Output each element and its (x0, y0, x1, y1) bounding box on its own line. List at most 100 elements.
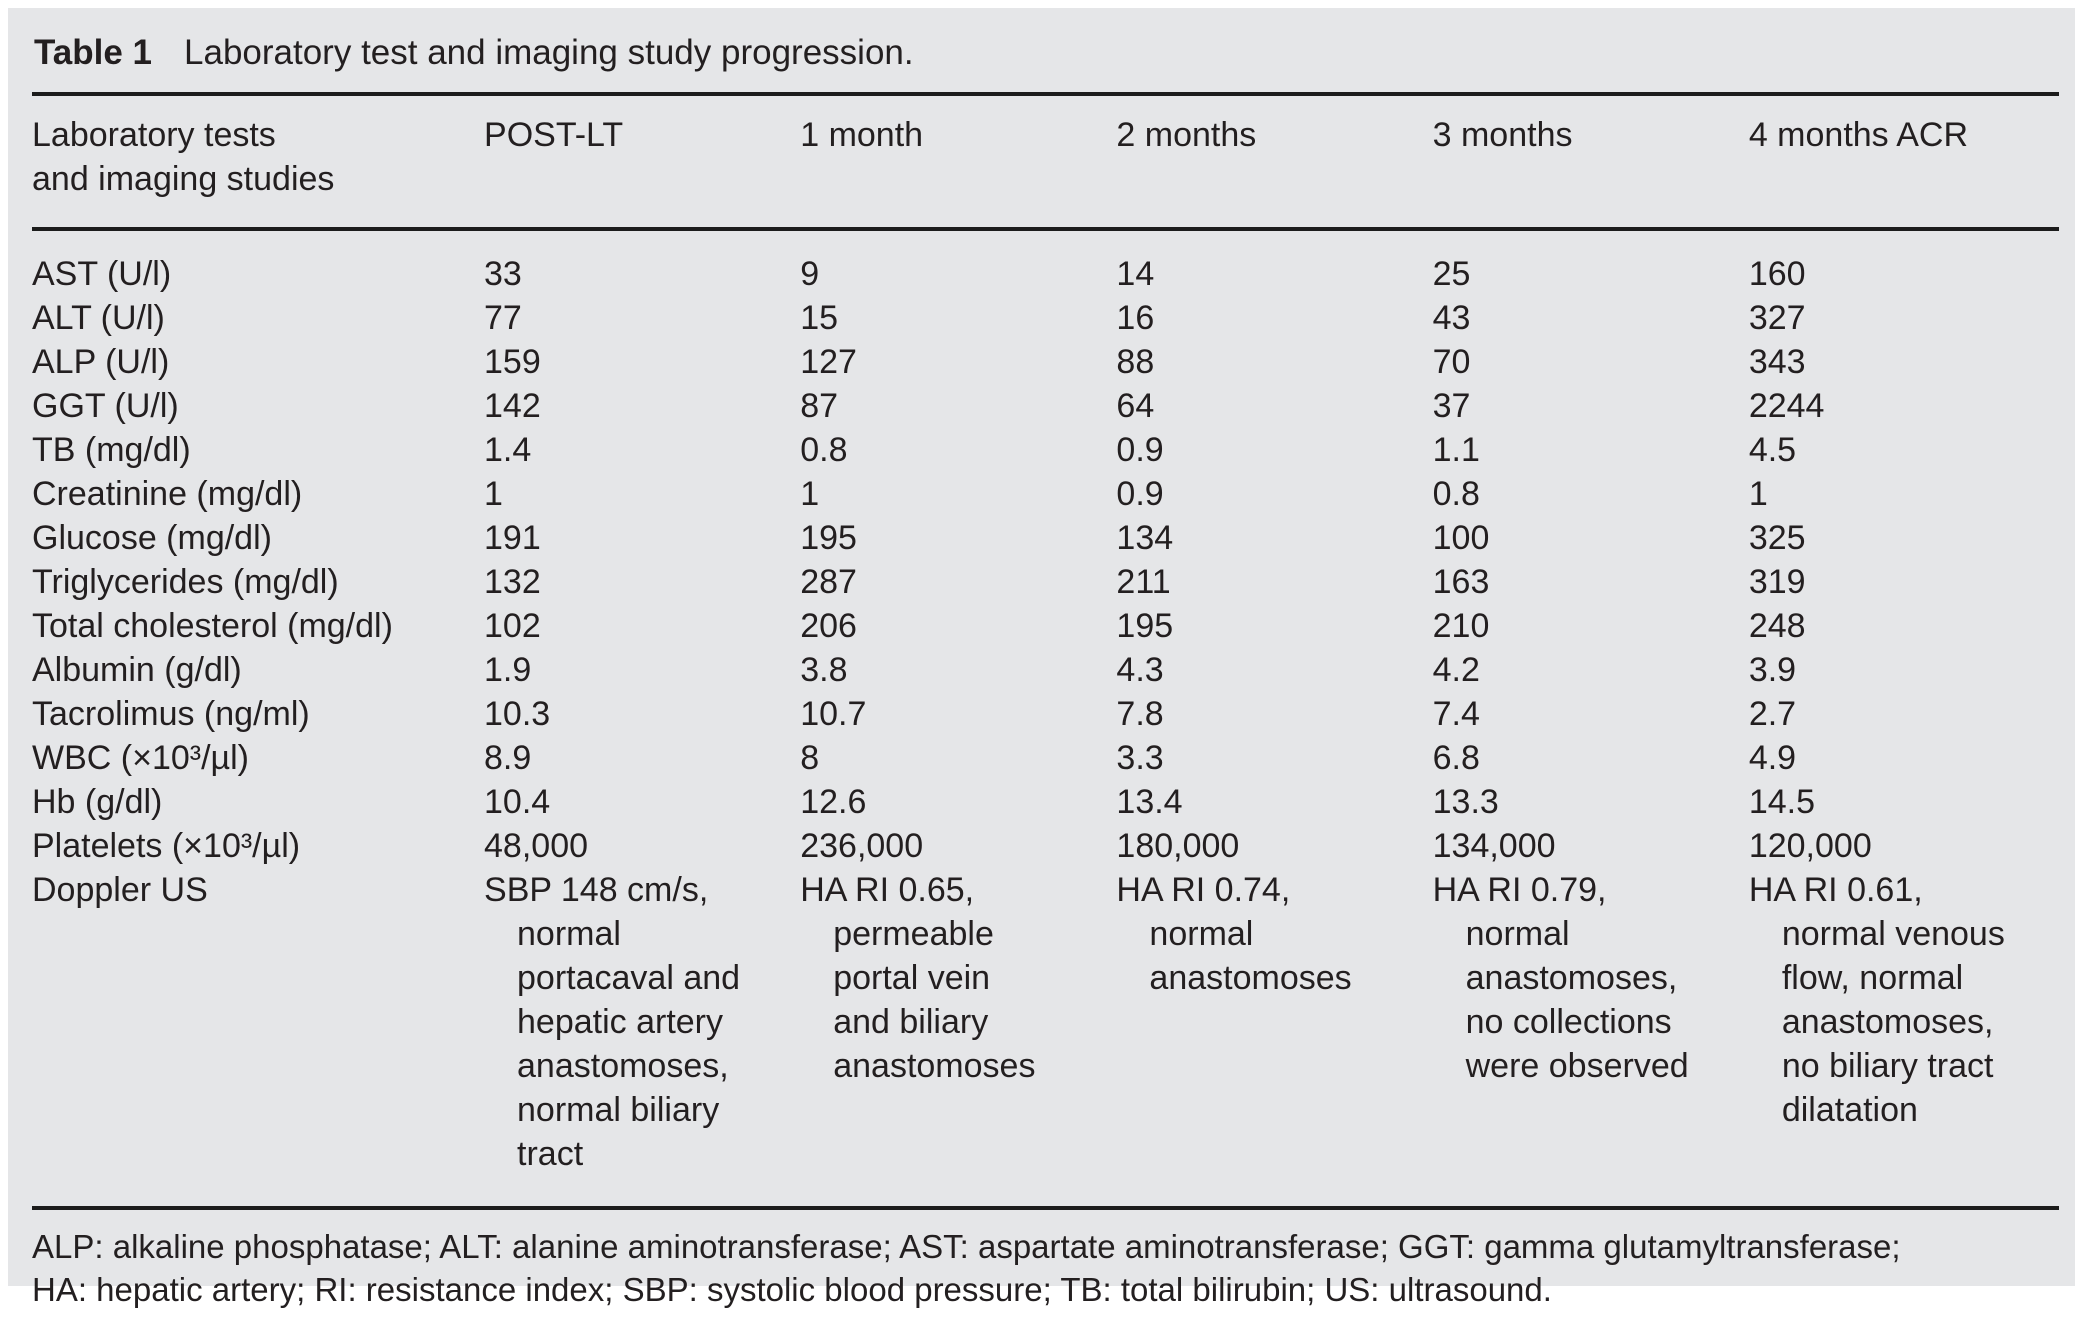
cell-value: 88 (1116, 340, 1432, 384)
cell-value: 3.3 (1116, 736, 1432, 780)
cell-value: 100 (1433, 516, 1749, 560)
cell-value: 9 (800, 229, 1116, 296)
cell-value: 4.5 (1749, 428, 2059, 472)
text-line: anastomoses (1116, 956, 1432, 1000)
row-label: GGT (U/l) (32, 384, 484, 428)
table-number: Table 1 (34, 33, 152, 72)
text-line: and biliary (800, 1000, 1116, 1044)
row-label: Total cholesterol (mg/dl) (32, 604, 484, 648)
text-line: normal (1116, 912, 1432, 956)
cell-value: 10.7 (800, 692, 1116, 736)
table-caption: Laboratory test and imaging study progre… (184, 33, 914, 72)
text-line: anastomoses, (1749, 1000, 2059, 1044)
cell-value: 195 (1116, 604, 1432, 648)
cell-value: 14.5 (1749, 780, 2059, 824)
text-line: portacaval and (484, 956, 800, 1000)
cell-value: 0.8 (800, 428, 1116, 472)
cell-value: 14 (1116, 229, 1432, 296)
cell-value: 3.8 (800, 648, 1116, 692)
row-label: Triglycerides (mg/dl) (32, 560, 484, 604)
cell-value: 0.9 (1116, 472, 1432, 516)
cell-value: 1.9 (484, 648, 800, 692)
cell-value: 195 (800, 516, 1116, 560)
cell-value: 325 (1749, 516, 2059, 560)
text-line: normal biliary (484, 1088, 800, 1132)
text-line: flow, normal (1749, 956, 2059, 1000)
row-label: ALT (U/l) (32, 296, 484, 340)
table-title: Table 1 Laboratory test and imaging study… (32, 8, 2059, 96)
cell-value: 7.4 (1433, 692, 1749, 736)
text-line: no biliary tract (1749, 1044, 2059, 1088)
cell-value: 70 (1433, 340, 1749, 384)
cell-value: 163 (1433, 560, 1749, 604)
cell-value: 12.6 (800, 780, 1116, 824)
cell-value: 134 (1116, 516, 1432, 560)
text-line: were observed (1433, 1044, 1749, 1088)
text-line: anastomoses (800, 1044, 1116, 1088)
text-line: HA: hepatic artery; RI: resistance index… (32, 1268, 2059, 1311)
text-line: Laboratory tests (32, 113, 484, 157)
cell-value: 2.7 (1749, 692, 2059, 736)
cell-value: 4.9 (1749, 736, 2059, 780)
cell-value: 8 (800, 736, 1116, 780)
text-line: normal (1433, 912, 1749, 956)
table-content: Table 1 Laboratory test and imaging study… (8, 8, 2075, 1329)
table-panel: Table 1 Laboratory test and imaging study… (8, 8, 2075, 1286)
cell-value: 1 (800, 472, 1116, 516)
text-line: permeable (800, 912, 1116, 956)
text-line: hepatic artery (484, 1000, 800, 1044)
cell-value: 180,000 (1116, 824, 1432, 868)
cell-value: 327 (1749, 296, 2059, 340)
col-header-2-months: 2 months (1116, 96, 1432, 229)
cell-value: 15 (800, 296, 1116, 340)
cell-value: 48,000 (484, 824, 800, 868)
row-label: Platelets (×10³/µl) (32, 824, 484, 868)
row-label: Creatinine (mg/dl) (32, 472, 484, 516)
text-line: anastomoses, (1433, 956, 1749, 1000)
cell-value: 206 (800, 604, 1116, 648)
cell-value: 37 (1433, 384, 1749, 428)
text-line: normal venous (1749, 912, 2059, 956)
cell-value: 3.9 (1749, 648, 2059, 692)
cell-value: 7.8 (1116, 692, 1432, 736)
row-label: Albumin (g/dl) (32, 648, 484, 692)
cell-value: 191 (484, 516, 800, 560)
cell-value: 10.3 (484, 692, 800, 736)
cell-value: 210 (1433, 604, 1749, 648)
cell-value: 0.8 (1433, 472, 1749, 516)
row-label: Doppler US (32, 868, 484, 1206)
text-line: ALP: alkaline phosphatase; ALT: alanine … (32, 1225, 2059, 1268)
cell-value: 13.3 (1433, 780, 1749, 824)
row-label: Glucose (mg/dl) (32, 516, 484, 560)
cell-value: 319 (1749, 560, 2059, 604)
cell-value: 13.4 (1116, 780, 1432, 824)
cell-value: 132 (484, 560, 800, 604)
row-label: TB (mg/dl) (32, 428, 484, 472)
row-label: Tacrolimus (ng/ml) (32, 692, 484, 736)
cell-value: 8.9 (484, 736, 800, 780)
cell-value: 1 (484, 472, 800, 516)
cell-value: 236,000 (800, 824, 1116, 868)
cell-value: 25 (1433, 229, 1749, 296)
cell-value: 77 (484, 296, 800, 340)
cell-value: 120,000 (1749, 824, 2059, 868)
